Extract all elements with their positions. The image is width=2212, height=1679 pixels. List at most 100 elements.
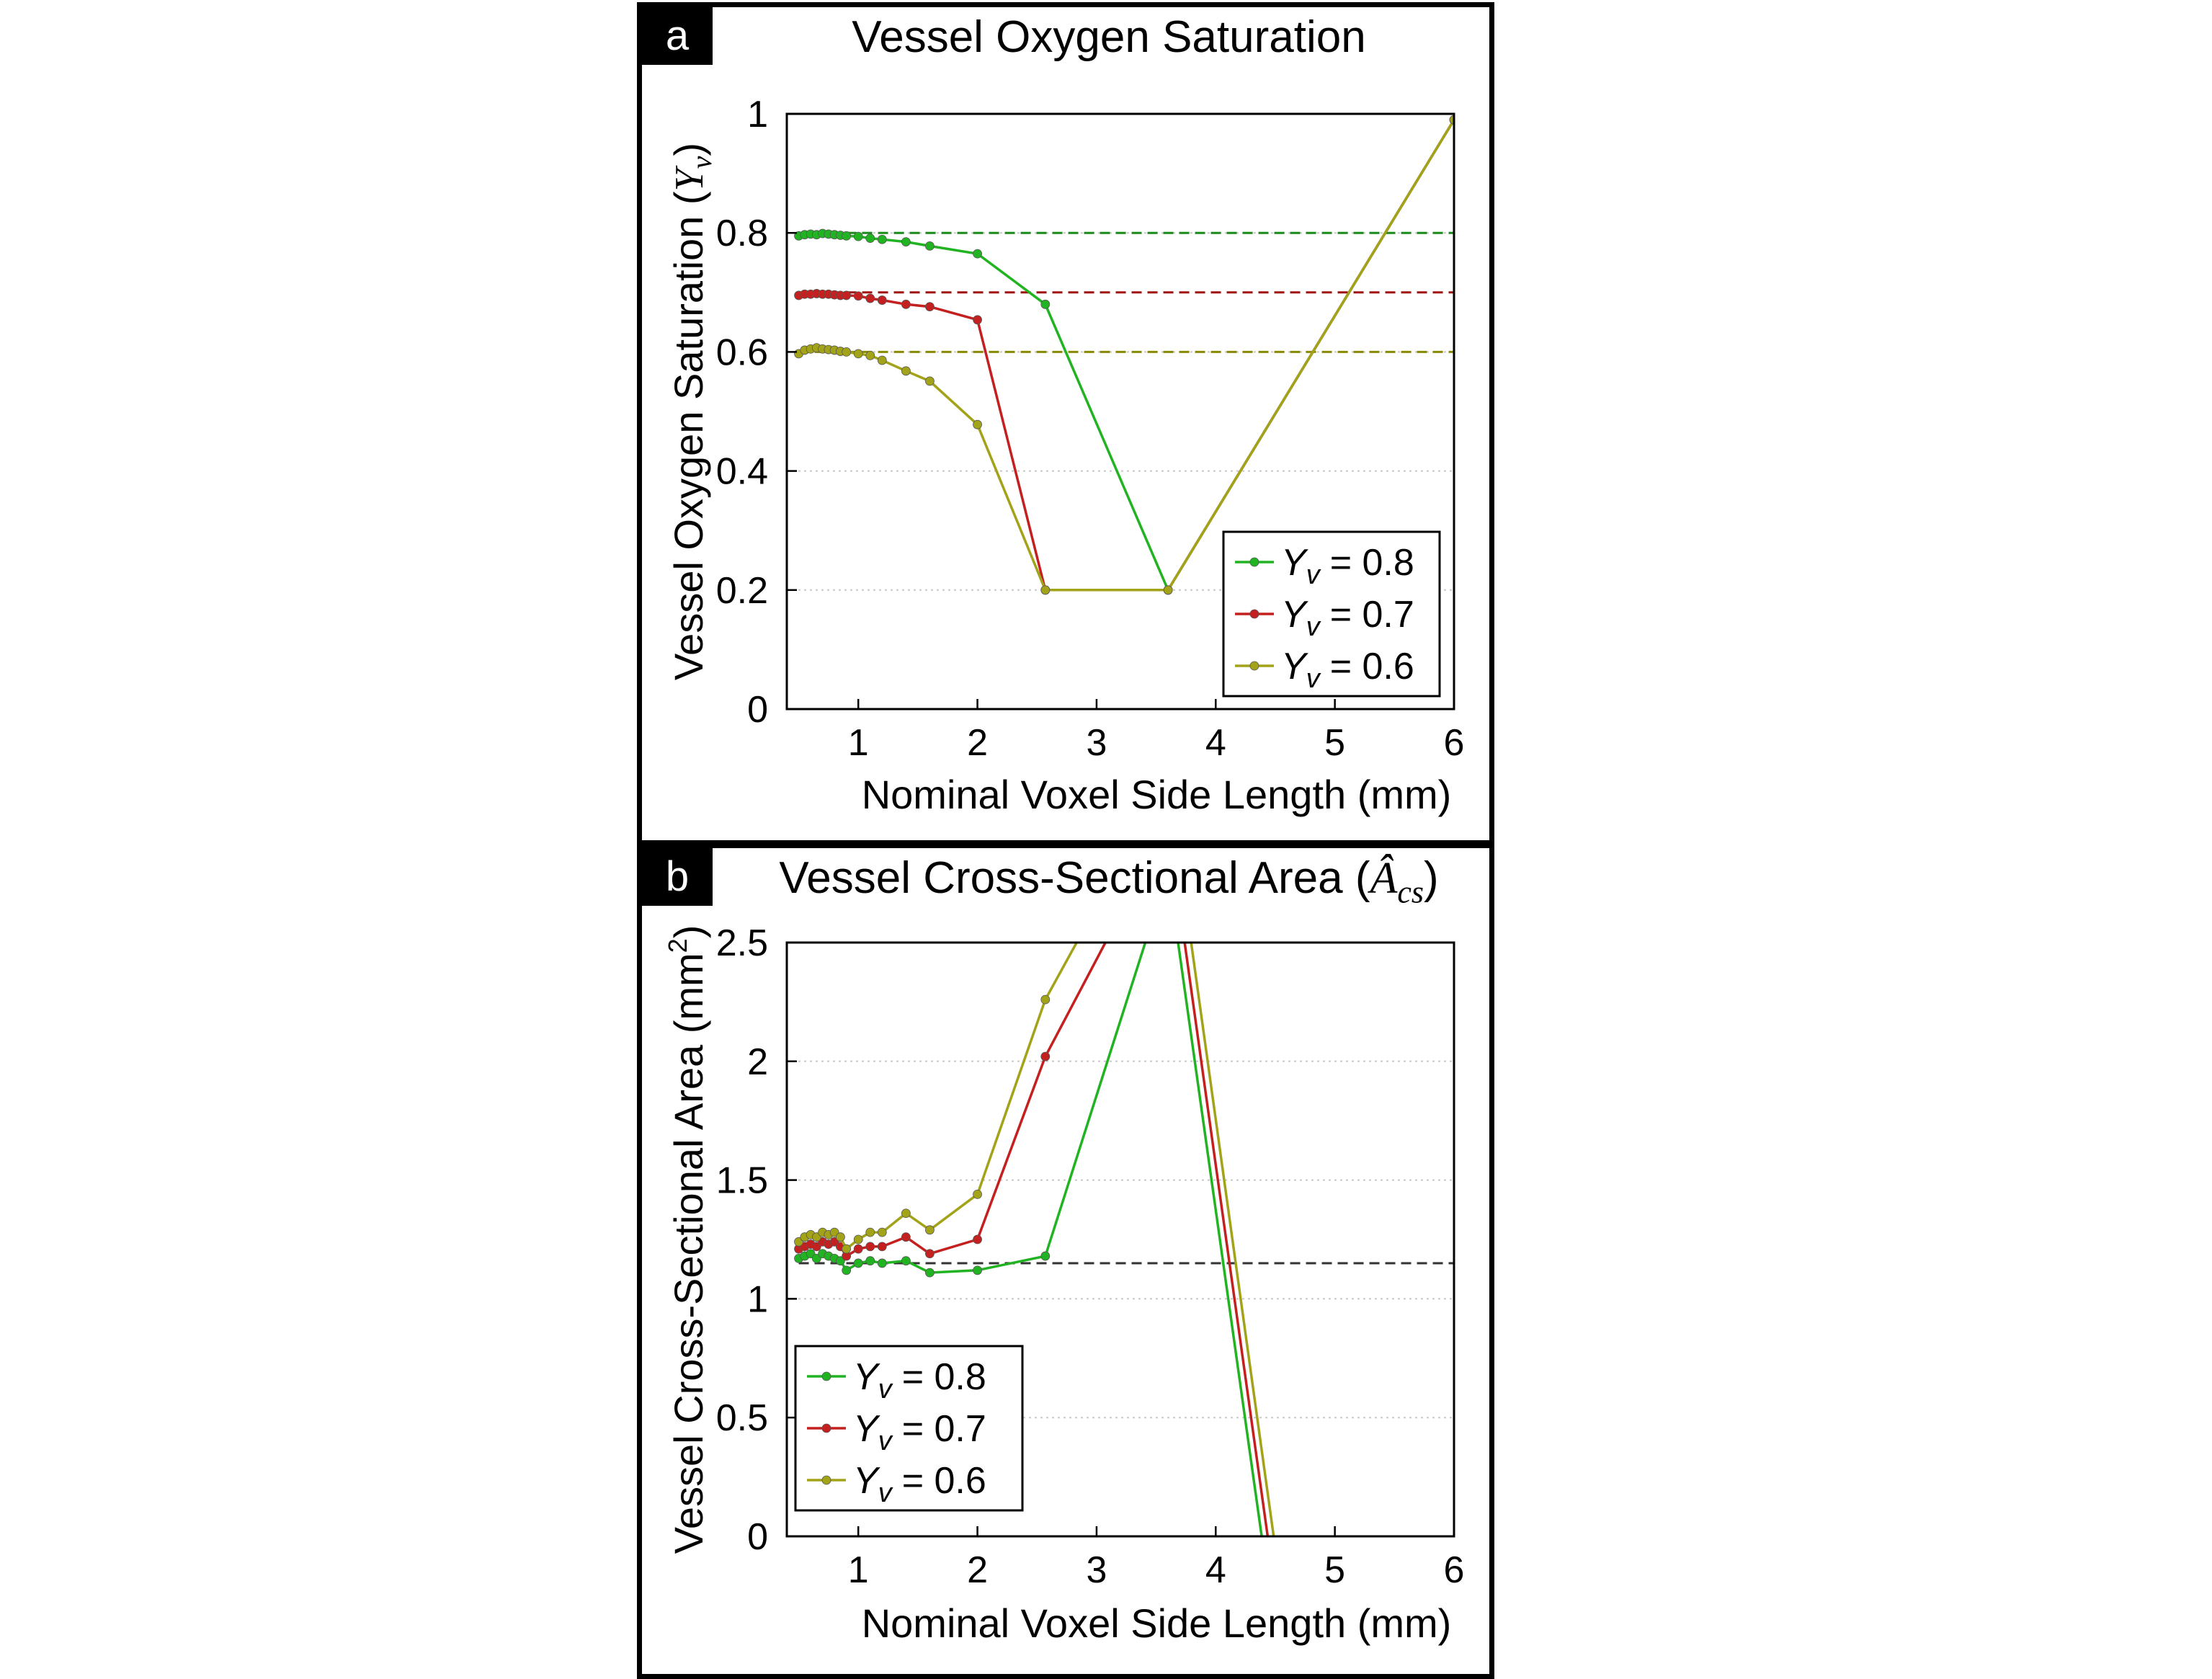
data-point bbox=[1040, 585, 1051, 595]
y-tick-label: 0.5 bbox=[716, 1397, 768, 1439]
data-point bbox=[901, 237, 911, 246]
legend-swatch-marker bbox=[821, 1371, 831, 1381]
y-tick-label: 0.8 bbox=[716, 213, 768, 254]
data-point bbox=[925, 1225, 935, 1235]
legend-subscript: v bbox=[1306, 612, 1321, 642]
legend-swatch-marker bbox=[821, 1475, 831, 1485]
y-tick-label: 1 bbox=[747, 1278, 768, 1320]
data-point bbox=[865, 233, 875, 244]
legend-label: Yv = 0.6 bbox=[1281, 646, 1414, 694]
series-line-2 bbox=[798, 119, 1454, 592]
x-tick-label: 2 bbox=[967, 722, 988, 764]
data-point bbox=[1040, 1051, 1051, 1061]
panel-b: b Vessel Cross-Sectional Area (Âcs) bbox=[637, 843, 1494, 1679]
data-point bbox=[901, 1232, 911, 1242]
data-point bbox=[865, 1227, 875, 1237]
legend-label: Yv = 0.8 bbox=[853, 1356, 986, 1404]
series-line-0 bbox=[798, 119, 1454, 593]
x-tick-label: 4 bbox=[1205, 1549, 1226, 1591]
legend-value: = 0.8 bbox=[1330, 542, 1414, 584]
y-tick-label: 1 bbox=[747, 94, 768, 135]
data-point bbox=[877, 355, 887, 365]
plot-frame bbox=[785, 112, 1455, 711]
chart-title-text: Vessel Cross-Sectional Area ( bbox=[779, 853, 1370, 903]
data-point bbox=[842, 347, 852, 357]
y-axis-label-text: Vessel Oxygen Saturation ( bbox=[666, 191, 711, 680]
data-point bbox=[842, 1244, 852, 1254]
x-axis-label: Nominal Voxel Side Length (mm) bbox=[862, 772, 1452, 817]
legend: Yv = 0.8 Yv = 0.7 Yv = 0.6 bbox=[1222, 530, 1441, 698]
data-point bbox=[973, 1265, 982, 1275]
y-tick-label: 0 bbox=[747, 689, 768, 731]
data-point bbox=[901, 1208, 911, 1219]
data-point bbox=[901, 1256, 911, 1266]
legend-value: = 0.6 bbox=[1330, 646, 1414, 687]
data-point bbox=[853, 1244, 863, 1254]
data-point bbox=[853, 291, 863, 301]
panel-label: b bbox=[642, 848, 713, 906]
plot-area bbox=[794, 819, 1280, 1552]
y-axis-label-subscript: v bbox=[685, 156, 718, 169]
x-tick-label: 1 bbox=[848, 722, 869, 764]
y-tick-label: 0.2 bbox=[716, 570, 768, 612]
y-axis-label-superscript: 2 bbox=[663, 938, 692, 953]
data-point bbox=[877, 1227, 887, 1237]
x-tick-label: 5 bbox=[1324, 1549, 1345, 1591]
data-point bbox=[973, 1234, 982, 1244]
legend-label: Yv = 0.8 bbox=[1281, 542, 1414, 590]
x-axis-label: Nominal Voxel Side Length (mm) bbox=[862, 1600, 1452, 1646]
legend-symbol: Y bbox=[1281, 646, 1308, 687]
x-tick-label: 1 bbox=[848, 1549, 869, 1591]
legend-subscript: v bbox=[878, 1478, 893, 1508]
legend-swatch-marker bbox=[821, 1423, 831, 1433]
data-point bbox=[853, 231, 863, 241]
y-axis-label-symbol: Y bbox=[667, 164, 712, 191]
legend-symbol: Y bbox=[853, 1356, 880, 1398]
y-tick-label: 0.6 bbox=[716, 331, 768, 373]
y-tick-label: 1.5 bbox=[716, 1160, 768, 1202]
x-tick-label: 6 bbox=[1444, 722, 1465, 764]
legend-label: Yv = 0.7 bbox=[1281, 594, 1414, 642]
y-tick-label: 0.4 bbox=[716, 451, 768, 493]
legend-value: = 0.6 bbox=[902, 1460, 986, 1502]
data-point bbox=[925, 1268, 935, 1278]
legend-swatch-marker bbox=[1249, 557, 1259, 567]
x-tick-label: 3 bbox=[1086, 1549, 1107, 1591]
data-point bbox=[877, 234, 887, 244]
y-axis-label: Vessel Cross-Sectional Area (mm2) bbox=[663, 925, 711, 1554]
legend-symbol: Y bbox=[1281, 542, 1308, 584]
data-point bbox=[853, 349, 863, 359]
data-point bbox=[877, 295, 887, 305]
data-point bbox=[853, 1258, 863, 1268]
panel-a: a Vessel Oxygen Saturation bbox=[637, 2, 1494, 845]
x-tick-label: 6 bbox=[1444, 1549, 1465, 1591]
data-point bbox=[973, 419, 982, 429]
y-axis-label-close: ) bbox=[666, 925, 711, 939]
chart-title-symbol: Â bbox=[1370, 854, 1398, 903]
data-point bbox=[1259, 1544, 1267, 1552]
data-point bbox=[877, 1258, 887, 1268]
chart-title: Vessel Cross-Sectional Area (Âcs) bbox=[728, 852, 1489, 910]
legend-label: Yv = 0.6 bbox=[853, 1460, 986, 1508]
data-point bbox=[842, 1265, 852, 1275]
data-point bbox=[1040, 299, 1051, 309]
data-point bbox=[865, 1256, 875, 1266]
y-tick-label: 0 bbox=[747, 1516, 768, 1558]
y-axis-label-text: Vessel Cross-Sectional Area (mm bbox=[666, 953, 711, 1554]
x-tick-label: 4 bbox=[1205, 722, 1226, 764]
legend-swatch-marker bbox=[1249, 609, 1259, 619]
data-point bbox=[973, 315, 982, 325]
data-point bbox=[973, 249, 982, 259]
data-point bbox=[1164, 819, 1172, 828]
data-point bbox=[1163, 585, 1173, 595]
legend-subscript: v bbox=[1306, 664, 1321, 694]
data-point bbox=[925, 376, 935, 386]
legend-symbol: Y bbox=[853, 1408, 880, 1450]
legend-value: = 0.7 bbox=[1330, 594, 1414, 636]
y-tick-label: 2.5 bbox=[716, 922, 768, 964]
legend-subscript: v bbox=[878, 1374, 893, 1404]
data-point bbox=[1164, 867, 1172, 876]
data-point bbox=[1271, 1544, 1280, 1552]
data-point bbox=[836, 1232, 845, 1242]
data-point bbox=[1040, 994, 1051, 1005]
